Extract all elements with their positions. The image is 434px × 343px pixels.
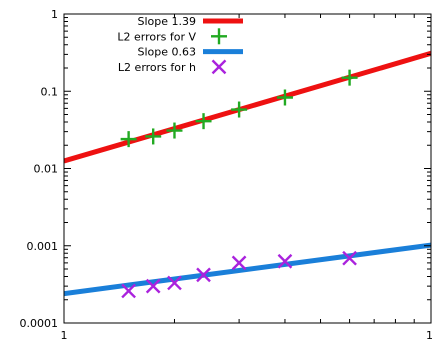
series-line-2 [64, 242, 431, 297]
data-point-s1-3 [195, 113, 212, 130]
data-point-s3-2 [167, 275, 182, 291]
data-point-s3-6 [342, 250, 357, 266]
data-point-s1-5 [276, 89, 293, 106]
legend-label-1: L2 errors for V [117, 30, 196, 43]
legend: Slope 1.39 L2 errors for V Slope 0.63 L2 er… [117, 15, 243, 75]
y-tick-label-2: 0.01 [34, 163, 59, 176]
x-tick-label-1: 1 [426, 329, 433, 342]
y-tick-label-1: 0.1 [41, 85, 59, 98]
data-point-s1-1 [145, 128, 162, 145]
y-tick-label-0: 1 [51, 8, 58, 21]
data-point-s3-4 [231, 255, 247, 271]
data-point-s1-0 [120, 131, 137, 148]
data-point-s3-1 [145, 278, 161, 294]
legend-label-0: Slope 1.39 [137, 15, 196, 28]
legend-label-3: L2 errors for h [118, 61, 196, 74]
y-tick-label-4: 0.0001 [20, 317, 59, 330]
x-tick-label-0: 1 [61, 329, 68, 342]
marker-layer [120, 69, 358, 299]
legend-swatch-1 [211, 28, 227, 45]
data-point-s1-6 [341, 69, 358, 86]
legend-swatch-3 [211, 59, 227, 75]
legend-label-2: Slope 0.63 [137, 46, 196, 59]
series-line-0 [64, 50, 431, 164]
y-tick-label-3: 0.001 [27, 240, 59, 253]
data-point-s1-2 [166, 122, 183, 139]
data-point-s3-3 [196, 267, 211, 283]
plot-marks [64, 50, 431, 297]
data-point-s3-5 [277, 253, 293, 269]
data-point-s1-4 [231, 101, 248, 118]
data-point-s3-0 [121, 283, 136, 299]
